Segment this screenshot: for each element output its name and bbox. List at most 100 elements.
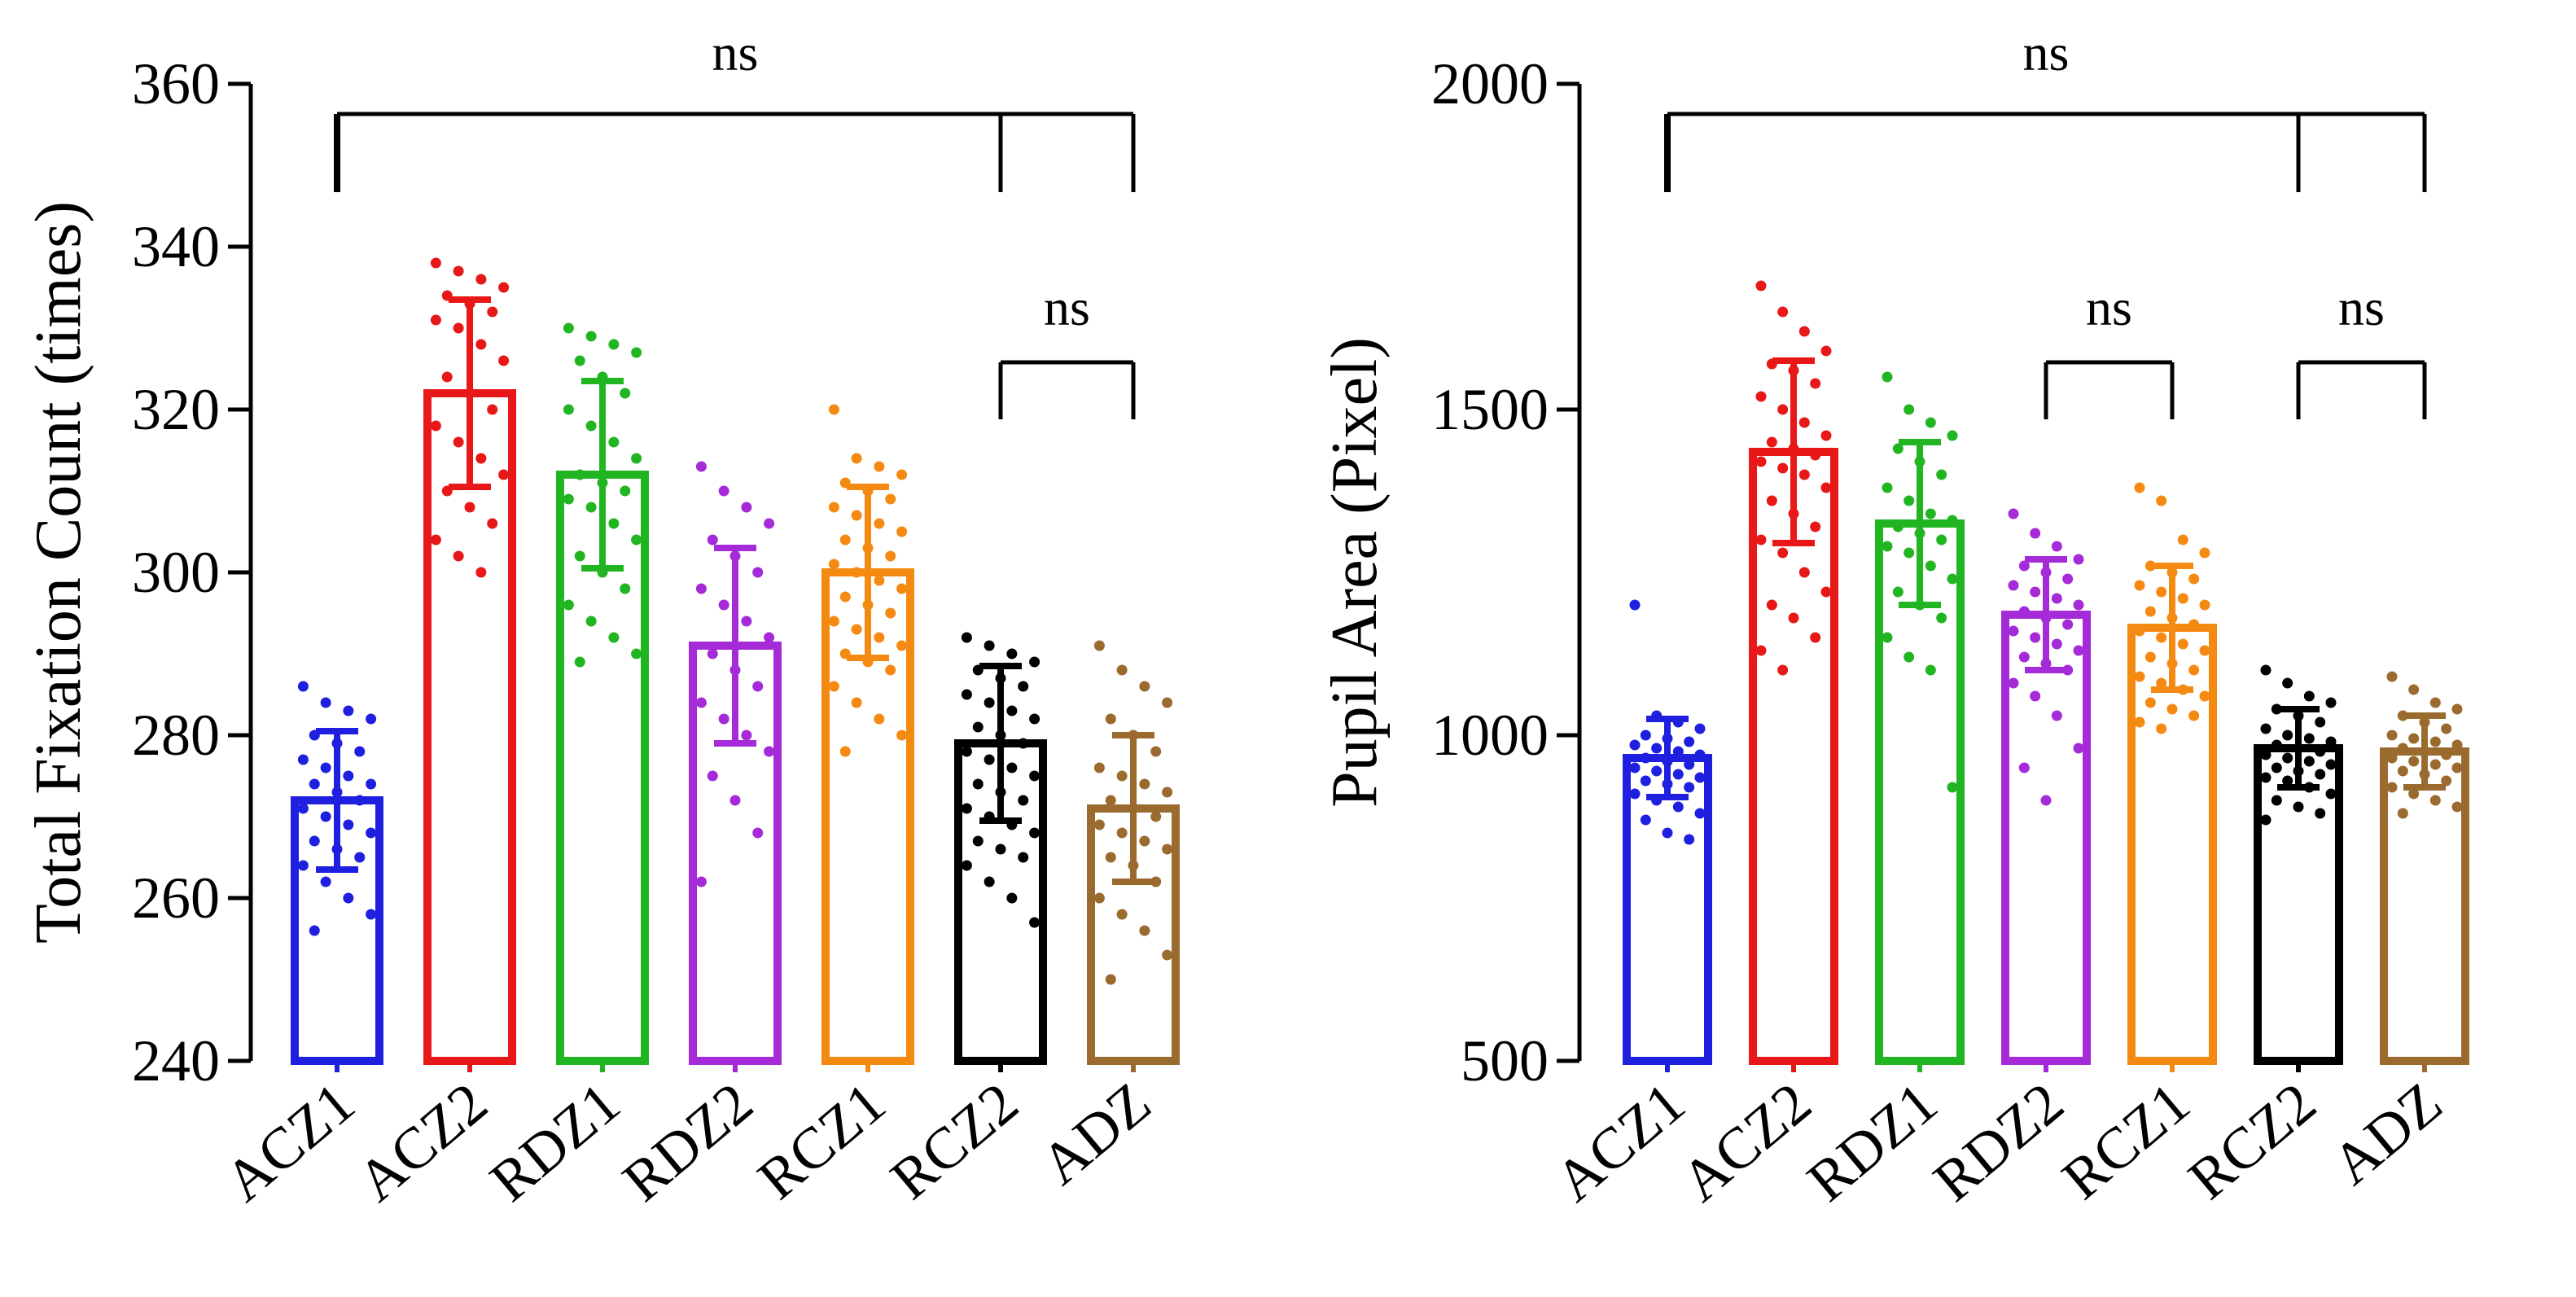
data-point-rcz1: [2199, 547, 2210, 559]
data-point-rcz1: [874, 632, 885, 643]
data-point-rcz2: [2271, 795, 2282, 806]
data-point-rdz1: [574, 550, 585, 562]
data-point-acz1: [320, 811, 331, 822]
data-point-rcz1: [885, 664, 896, 676]
data-point-rcz1: [839, 591, 851, 602]
data-point-rdz1: [563, 404, 574, 415]
data-point-rcz1: [896, 640, 908, 651]
y-tick-label: 340: [132, 214, 220, 279]
data-point-rdz2: [2051, 541, 2062, 552]
data-point-acz2: [1777, 547, 1789, 559]
x-category-label: RDZ2: [1921, 1070, 2075, 1214]
data-point-rdz2: [2018, 762, 2030, 773]
data-point-rdz2: [764, 746, 775, 757]
data-point-rdz1: [1925, 560, 1936, 572]
data-point-rdz2: [752, 681, 764, 692]
data-point-rcz1: [2177, 593, 2188, 604]
data-point-rcz1: [851, 453, 862, 464]
data-point-acz2: [1755, 280, 1767, 291]
data-point-rdz1: [585, 616, 597, 627]
data-point-rdz1: [631, 534, 642, 546]
data-point-adz: [2386, 671, 2398, 682]
data-point-adz: [2429, 795, 2441, 806]
data-point-rcz2: [2303, 733, 2315, 744]
data-point-acz2: [1798, 417, 1810, 428]
y-tick-label: 500: [1461, 1028, 1549, 1093]
data-point-rdz2: [764, 518, 775, 529]
data-point-adz: [2408, 788, 2420, 800]
data-point-rcz1: [2199, 645, 2210, 656]
data-point-rdz2: [2073, 554, 2084, 565]
data-point-acz2: [430, 420, 441, 432]
data-point-rcz1: [2177, 638, 2188, 650]
data-point-rcz2: [1029, 827, 1040, 839]
data-point-rcz1: [896, 730, 908, 741]
data-point-rdz2: [695, 461, 707, 472]
data-point-rdz1: [585, 420, 597, 432]
data-point-acz1: [1694, 808, 1706, 819]
data-point-rcz1: [2156, 586, 2167, 598]
data-point-adz: [2429, 697, 2441, 708]
data-point-rcz2: [1006, 762, 1018, 773]
data-point-rcz2: [972, 778, 984, 790]
data-point-rdz2: [718, 599, 729, 611]
data-point-acz1: [1672, 769, 1684, 780]
data-point-rcz1: [2199, 599, 2210, 611]
data-point-acz2: [1777, 306, 1789, 318]
data-point-rcz2: [2325, 697, 2337, 708]
data-point-rdz1: [1947, 782, 1958, 793]
data-point-adz: [1093, 640, 1105, 651]
data-point-rdz2: [741, 730, 752, 741]
data-point-rcz2: [2325, 759, 2337, 770]
data-point-adz: [1139, 835, 1150, 847]
data-point-acz1: [1640, 730, 1651, 741]
data-point-acz2: [1820, 482, 1832, 493]
data-point-acz2: [1777, 404, 1789, 415]
data-point-rcz1: [2156, 677, 2167, 689]
data-point-rdz1: [585, 502, 597, 513]
x-category-label: RCZ1: [2050, 1070, 2201, 1212]
data-point-acz2: [1766, 495, 1777, 506]
data-point-rcz2: [1006, 648, 1018, 659]
y-tick-label: 280: [132, 703, 220, 768]
data-point-rdz2: [2051, 638, 2062, 650]
data-point-acz2: [1810, 632, 1821, 643]
data-point-rcz2: [2260, 723, 2272, 734]
data-point-rdz2: [2051, 710, 2062, 721]
data-point-rdz1: [1925, 664, 1936, 676]
data-point-rdz1: [608, 518, 620, 529]
data-point-acz1: [1662, 827, 1673, 839]
data-point-rdz2: [2030, 528, 2041, 539]
data-point-rcz1: [2144, 606, 2156, 617]
data-point-acz2: [1810, 521, 1821, 532]
data-point-rcz2: [2325, 736, 2337, 747]
data-point-rcz1: [885, 493, 896, 505]
data-point-acz1: [1629, 762, 1641, 773]
panel-total-fixation-count: 240 260 280 300 320 340 360 Total Fixation Coun…: [23, 24, 1180, 1214]
panel-pupil-area: 500 1000 1500 2000 Pupil Area (Pixel) ACZ1ACZ…: [1319, 24, 2469, 1214]
data-point-acz2: [1798, 326, 1810, 337]
data-point-rcz1: [851, 624, 862, 635]
data-point-acz2: [453, 436, 464, 448]
data-point-rcz2: [2260, 772, 2272, 783]
data-point-rdz1: [1882, 632, 1893, 643]
data-point-rdz2: [718, 485, 729, 497]
data-point-rdz1: [631, 453, 642, 464]
data-point-rcz2: [2293, 801, 2304, 813]
data-point-adz: [1116, 909, 1128, 920]
data-point-rcz1: [851, 697, 862, 708]
data-point-rcz1: [828, 559, 839, 570]
data-point-rdz1: [563, 493, 574, 505]
y-tick-label: 2000: [1431, 51, 1549, 116]
data-point-rdz2: [707, 648, 718, 659]
data-point-rcz2: [1006, 705, 1018, 716]
data-point-acz2: [487, 404, 498, 415]
data-point-rdz2: [2008, 677, 2019, 689]
y-tick-label: 1500: [1431, 377, 1549, 442]
data-point-rdz1: [608, 339, 620, 350]
data-point-rcz1: [896, 583, 908, 594]
data-point-acz1: [297, 860, 309, 871]
data-point-rdz2: [752, 827, 764, 839]
data-point-acz2: [475, 274, 487, 285]
